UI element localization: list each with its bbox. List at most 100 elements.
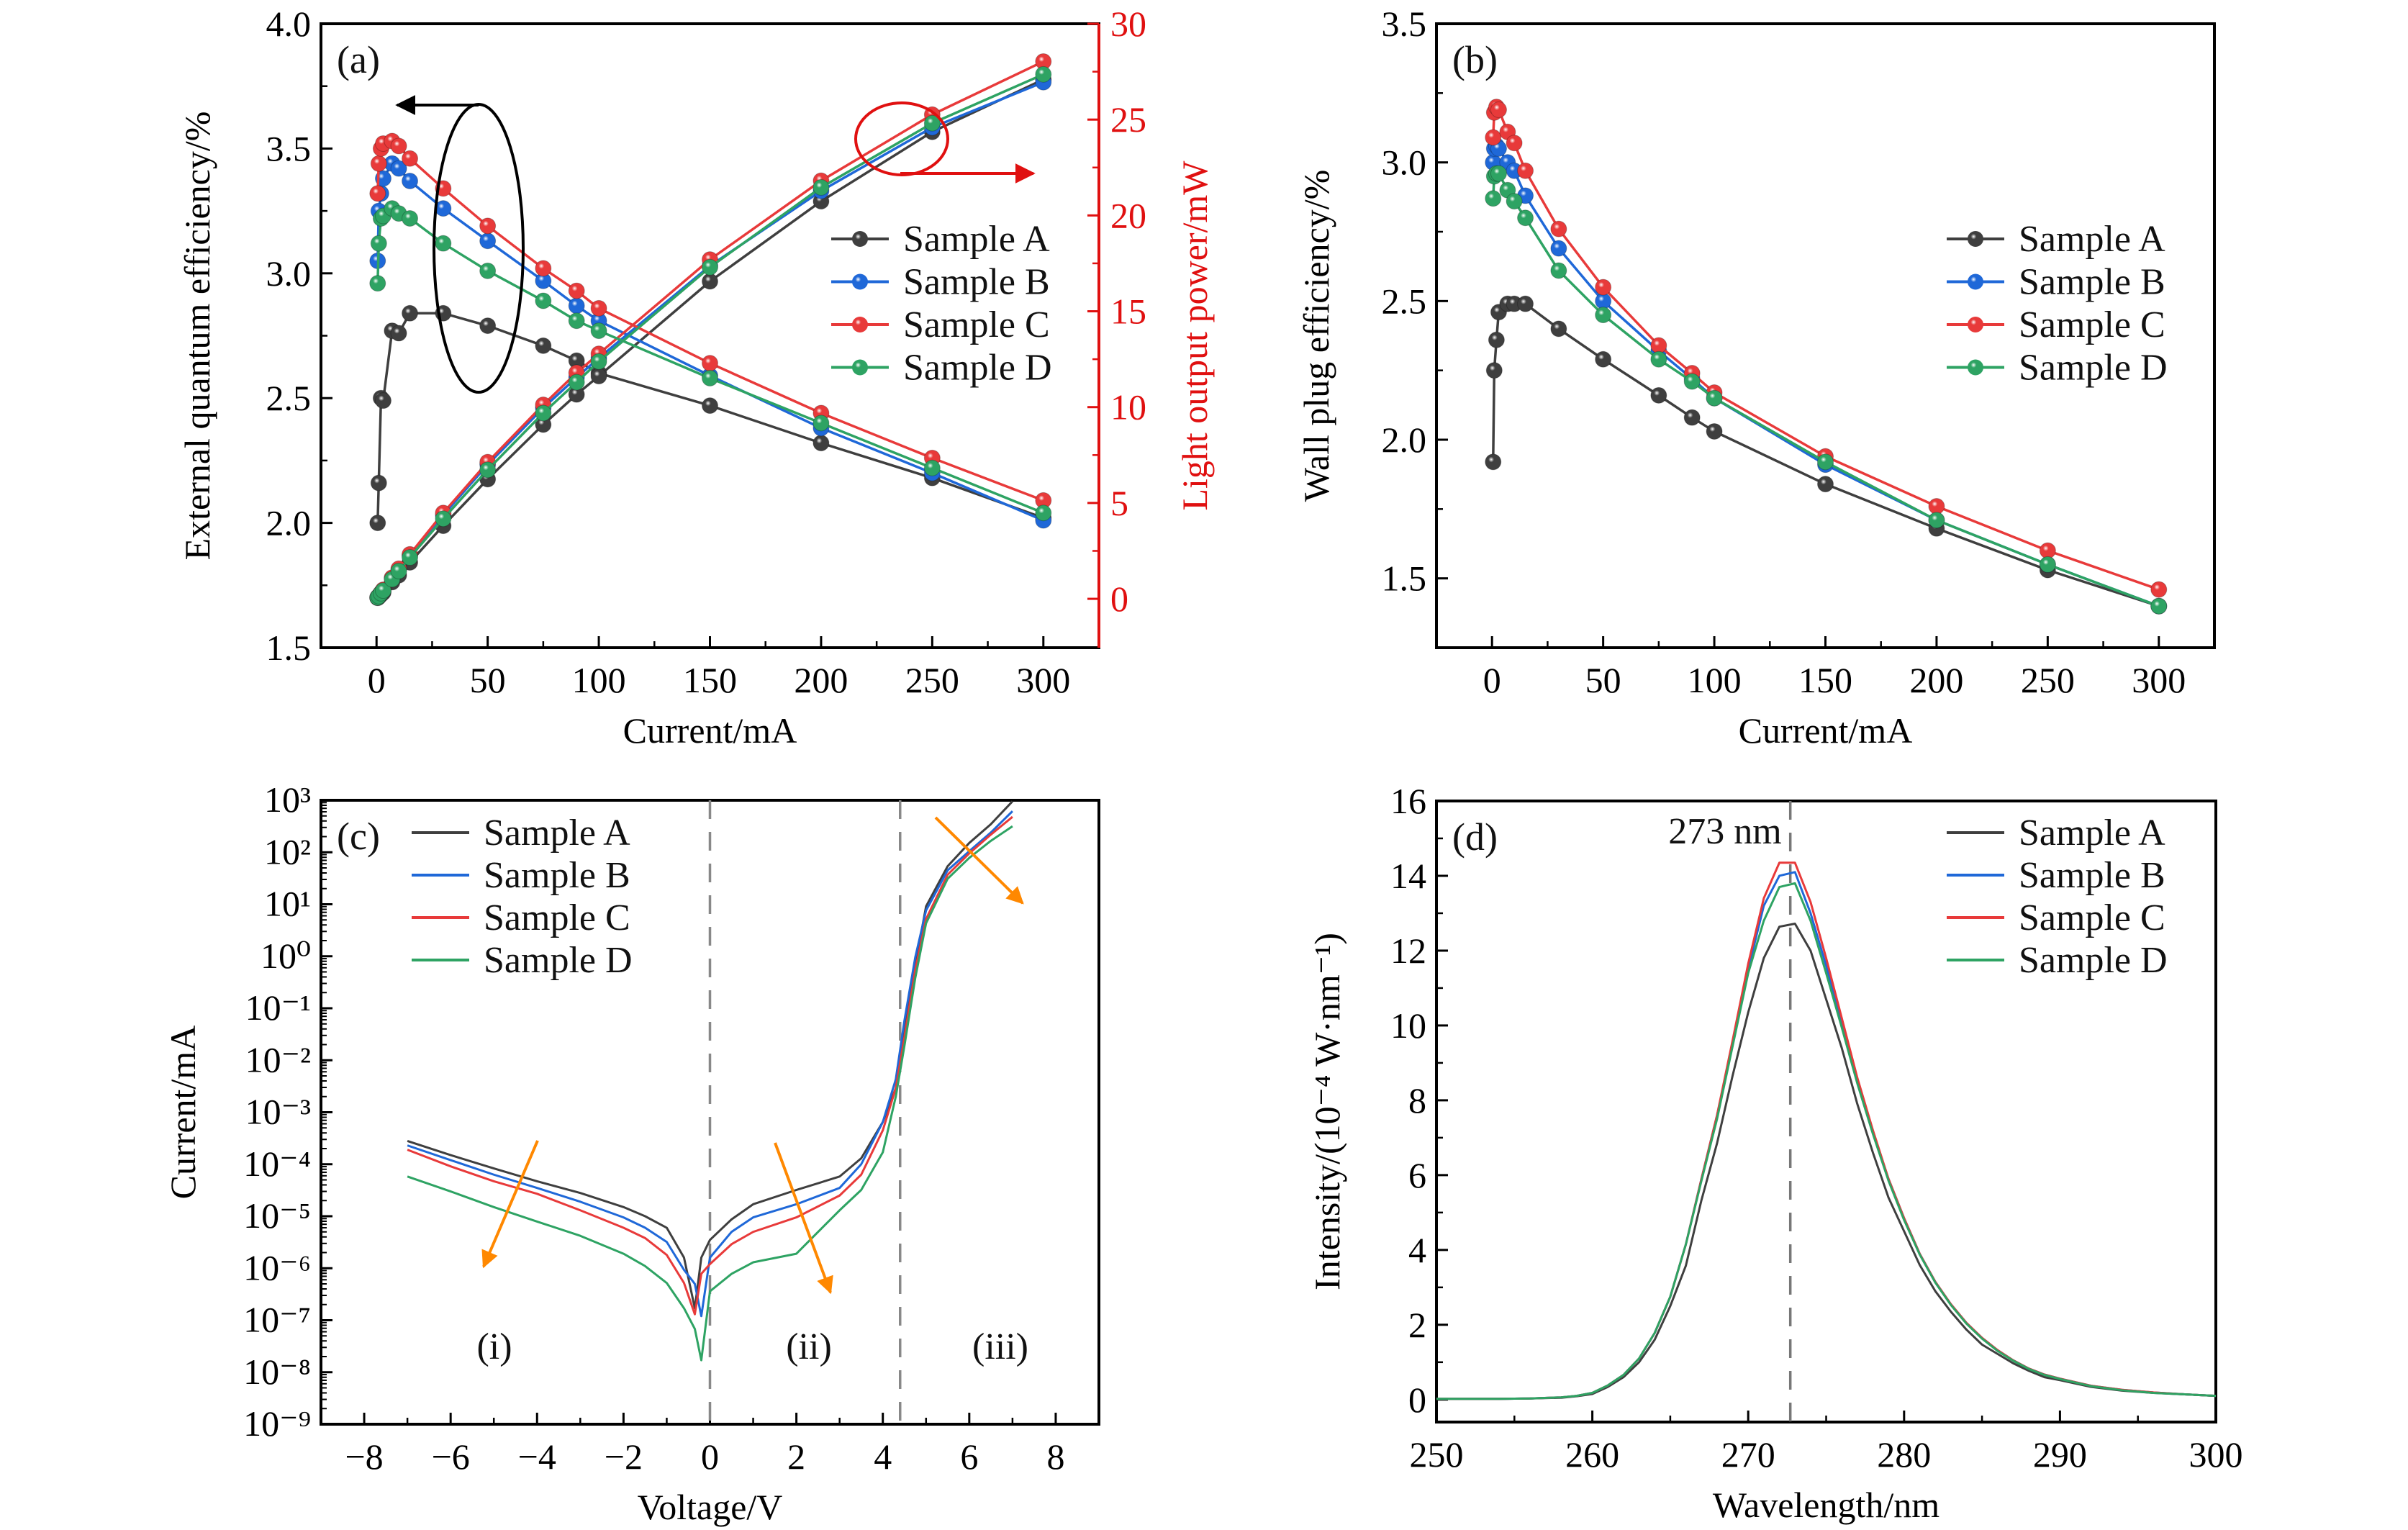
y-tick-label: 3.5: [1382, 4, 1427, 44]
wpe-point: [1706, 389, 1723, 407]
y-tick-label: 4.0: [266, 4, 312, 44]
legend-label: Sample B: [903, 262, 1050, 303]
eqe-point: [390, 160, 407, 177]
legend-label: Sample C: [2019, 304, 2165, 345]
y2-tick-label: 15: [1110, 291, 1146, 332]
eqe-point: [479, 262, 497, 279]
y-tick-label: 3.0: [266, 253, 312, 294]
eqe-point: [435, 235, 452, 252]
x-tick-label: 260: [1565, 1434, 1619, 1475]
wpe-point: [2039, 542, 2056, 559]
panel-a-eqe-power-chart: 0 50 100 150 200 250 3001.52.02.53.03.54.0Curr…: [177, 4, 1215, 751]
wpe-point: [1650, 386, 1667, 404]
eqe-point: [479, 317, 497, 335]
spectrum-curve-sample-a: [1436, 923, 2217, 1400]
legend-label: Sample A: [2019, 219, 2165, 260]
legend-label: Sample C: [484, 897, 630, 938]
legend-item-sample-d: Sample D: [1947, 940, 2168, 981]
eqe-point: [702, 397, 718, 415]
eqe-point: [369, 515, 386, 532]
x-tick-label: −6: [432, 1436, 470, 1477]
power-point: [402, 549, 419, 566]
x-tick-label: 0: [701, 1436, 719, 1477]
y-tick-label: 6: [1408, 1155, 1426, 1195]
legend-item-sample-d: Sample D: [412, 940, 633, 981]
series-sample-d: [369, 65, 1052, 606]
eqe-point: [568, 297, 585, 314]
y-tick-label: 16: [1390, 781, 1426, 821]
wpe-point: [1650, 337, 1667, 354]
y2-tick-label: 20: [1110, 195, 1146, 235]
power-point: [813, 178, 830, 196]
panel-c-iv-curve-chart: −8 −6 −4 −2 0 2 4 6 8 10⁻⁹ 10⁻⁸ 10⁻⁷ 10⁻⁶ 10⁻⁵ 10⁻⁴ 10⁻…: [163, 779, 1100, 1527]
y-tick-label: 0: [1408, 1380, 1426, 1420]
legend-item-sample-b: Sample B: [412, 855, 630, 896]
eqe-point: [390, 137, 407, 155]
x-tick-label: 6: [960, 1436, 978, 1477]
x-tick-label: 8: [1046, 1436, 1064, 1477]
x-tick-label: −4: [518, 1436, 556, 1477]
x-tick-label: 50: [470, 660, 506, 700]
legend-label: Sample D: [2019, 940, 2168, 981]
eqe-point: [813, 415, 830, 432]
wpe-line: [1492, 302, 2160, 607]
wpe-point: [1595, 292, 1612, 309]
panel-label: (c): [337, 815, 380, 858]
wpe-point: [2039, 556, 2056, 573]
y-tick-label: 3.5: [266, 128, 312, 168]
eqe-point: [390, 325, 407, 342]
y-tick-label: 3.0: [1382, 142, 1427, 183]
power-point: [590, 353, 607, 370]
y-tick-label: 10⁻³: [245, 1092, 311, 1132]
legend-label: Sample C: [903, 304, 1050, 345]
y-tick-label: 10⁰: [261, 936, 311, 976]
y-tick-label: 2.5: [266, 378, 312, 418]
x-axis-label: Wavelength/nm: [1713, 1485, 1939, 1525]
eqe-point: [370, 155, 387, 172]
x-axis-label: Current/mA: [1739, 710, 1913, 751]
y-tick-label: 4: [1408, 1230, 1426, 1270]
wpe-point: [1485, 129, 1502, 146]
eqe-point: [402, 172, 419, 189]
eqe-point: [702, 369, 718, 386]
iv-curve-sample-b: [407, 810, 1013, 1318]
legend-item-sample-a: Sample A: [831, 219, 1050, 260]
power-point: [702, 258, 718, 276]
x-tick-label: 280: [1877, 1434, 1931, 1475]
power-point: [479, 461, 497, 479]
wpe-point: [1595, 279, 1612, 296]
y-tick-label: 10²: [264, 831, 311, 872]
y-axis-label: External quantum efficiency/%: [177, 112, 217, 561]
y-tick-label: 10¹: [264, 884, 311, 924]
x-tick-label: 250: [905, 660, 959, 700]
x-tick-label: 270: [1721, 1434, 1775, 1475]
wpe-point: [1550, 262, 1567, 279]
legend-item-sample-b: Sample B: [831, 262, 1050, 303]
y-tick-label: 8: [1408, 1080, 1426, 1121]
region-label: (i): [476, 1326, 512, 1367]
eqe-point: [402, 304, 419, 322]
y-tick-label: 10: [1390, 1005, 1426, 1046]
wpe-point: [1490, 101, 1507, 118]
x-tick-label: 0: [1483, 660, 1501, 700]
power-point: [374, 582, 391, 599]
y-tick-label: 2.0: [266, 503, 312, 543]
x-tick-label: 300: [2189, 1434, 2243, 1475]
wpe-point: [1683, 409, 1701, 426]
eqe-point: [813, 435, 830, 452]
wpe-point: [1595, 350, 1612, 368]
legend-marker: [1968, 231, 1983, 247]
eqe-point: [479, 232, 497, 250]
y-tick-label: 10³: [264, 779, 311, 820]
y-axis-label: Intensity/(10⁻⁴ W·nm⁻¹): [1307, 933, 1347, 1290]
y-tick-label: 12: [1390, 931, 1426, 971]
legend-item-sample-d: Sample D: [1947, 348, 2168, 389]
y-tick-label: 10⁻¹: [245, 987, 311, 1028]
eqe-point: [370, 235, 387, 252]
series-sample-a: [1485, 295, 2168, 615]
legend-marker: [852, 231, 868, 247]
